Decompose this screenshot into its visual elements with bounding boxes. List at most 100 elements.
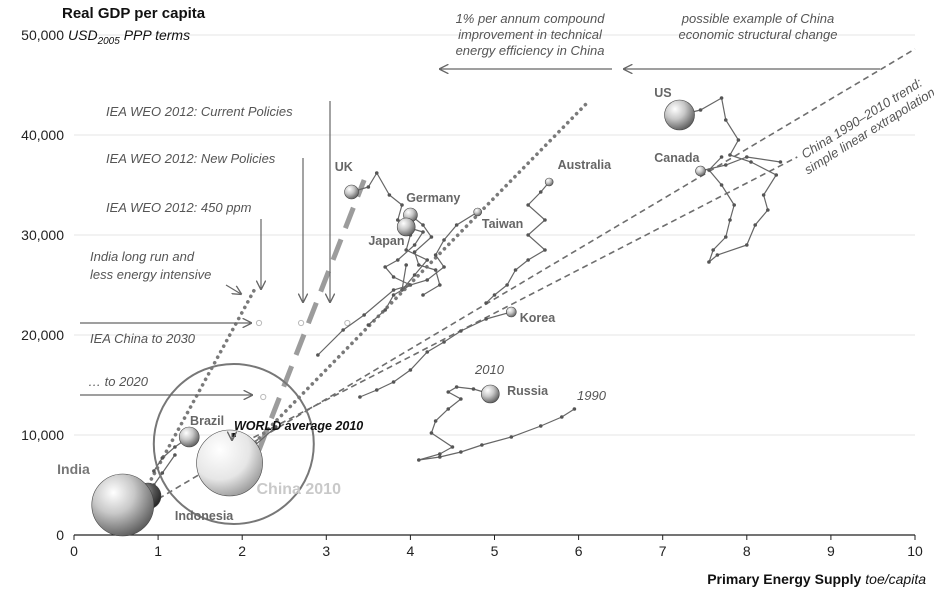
point-uk [387,193,392,197]
point-russia [429,431,434,435]
y-unit-sub: 2005 [97,36,121,47]
y-tick-label: 20,000 [21,327,64,343]
point-us [753,223,758,227]
point-us [719,183,724,187]
point-uk [374,171,379,175]
point-japan [383,308,387,312]
point-korea [408,368,413,372]
bubble-canada [695,165,706,177]
scenario-point [260,393,267,401]
point-japan [395,258,400,262]
point-russia [572,407,577,411]
label-russia: Russia [507,384,549,398]
annotation-to-2020: … to 2020 [88,374,149,389]
point-japan [391,293,396,297]
x-axis-unit: toe/capita [865,571,926,587]
point-indonesia [173,453,177,457]
point-us [766,208,770,212]
point-russia [438,455,442,459]
point-us [707,260,711,264]
bubble-china-2010 [196,429,263,497]
china-highlight-circle [152,363,315,525]
point-uk [425,258,430,262]
bubble-russia [480,384,500,404]
point-australia [526,203,530,207]
label-germany: Germany [406,191,460,205]
x-tick-label: 9 [827,543,835,559]
x-tick-label: 3 [322,543,330,559]
x-tick-label: 0 [70,543,78,559]
point-australia [526,258,530,262]
point-korea [358,395,362,399]
annotation-current-policies: IEA WEO 2012: Current Policies [106,104,293,119]
annotation-world-average: WORLD average 2010 [234,419,363,433]
x-tick-label: 5 [491,543,499,559]
point-us [761,193,766,197]
trend-line-second-trend [199,156,798,466]
annotation-line: energy efficiency in China [456,43,605,58]
point-uk [404,263,408,267]
label-india: India [57,461,90,477]
y-tick-label: 30,000 [21,227,64,243]
path-canada [700,156,781,172]
annotation-line: China 1990–2010 trend: [798,75,925,162]
point-australia [543,218,547,222]
point-australia [526,233,530,237]
label-japan: Japan [368,234,404,248]
point-canada [778,160,783,164]
point-australia [492,293,497,297]
point-taiwan [391,288,396,292]
point-indonesia [160,471,165,475]
point-us [715,253,720,257]
point-korea [484,317,488,321]
label-australia: Australia [558,158,613,172]
x-tick-label: 6 [575,543,583,559]
y-axis-unit: USD2005 PPP terms [68,27,190,47]
point-brazil [160,456,165,460]
point-russia [559,415,564,419]
label-brazil: Brazil [190,414,224,428]
x-axis-title: Primary Energy Supply toe/capita [707,571,926,587]
point-russia [446,390,451,394]
point-taiwan [442,265,446,269]
arrow-india-long-run [225,284,241,294]
point-us [723,118,728,122]
annotation-india-long-run: India long run and less energy intensive [90,249,211,282]
scenario-line-iea-weo-2012-current-policies [256,179,367,451]
point-australia [484,301,488,305]
scenario-line-india-long-run-and-less-energy-intensive [149,287,257,481]
point-uk [366,185,371,189]
point-japan [383,265,387,269]
point-germany [433,268,438,272]
point-canada [745,155,749,159]
scenario-point [297,319,305,327]
point-russia [438,452,442,456]
y-tick-label: 50,000 [21,27,64,43]
annotation-china-trend: China 1990–2010 trend:simple linear extr… [794,72,934,177]
point-russia [433,419,438,423]
path-korea [359,311,512,398]
point-taiwan [454,223,459,227]
point-us [698,108,703,112]
point-us [745,243,749,247]
point-canada [723,163,728,167]
point-australia [505,283,509,287]
point-russia [480,443,484,447]
point-korea [459,329,463,333]
country-bubbles [91,99,706,537]
point-taiwan [316,353,320,357]
point-russia [509,435,514,439]
annotation-line: possible example of China [681,11,834,26]
annotation-line: simple linear extrapolation [802,85,934,178]
annotation-russia-1990: 1990 [577,388,607,403]
point-taiwan [433,253,438,257]
point-germany [417,263,421,267]
point-taiwan [362,313,366,317]
path-taiwan [317,211,479,356]
x-tick-label: 7 [659,543,667,559]
point-germany [429,235,434,239]
label-uk: UK [335,160,353,174]
label-us: US [654,86,671,100]
point-russia [454,385,459,389]
